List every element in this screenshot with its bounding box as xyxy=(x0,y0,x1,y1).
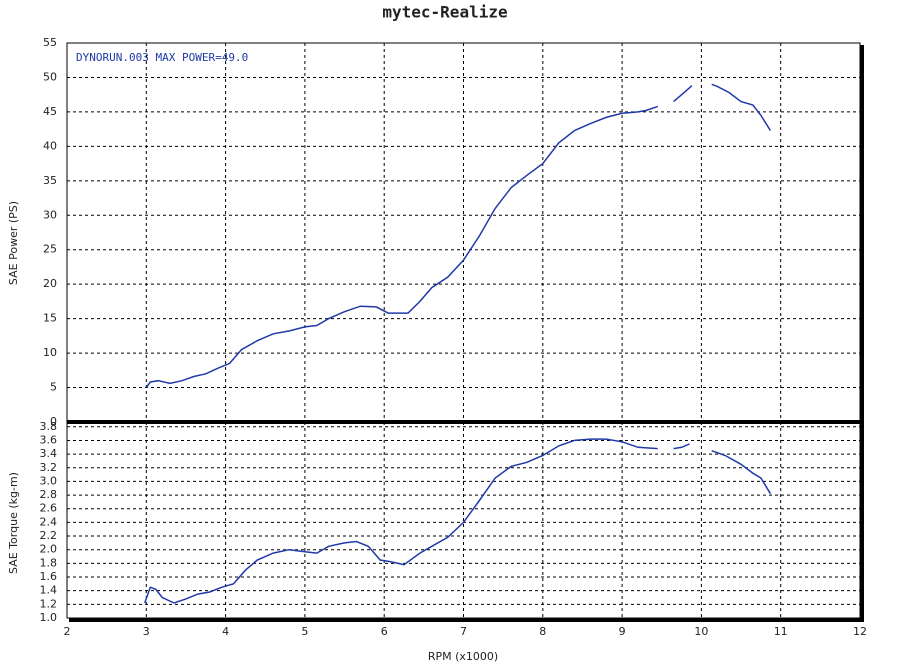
y-tick-label: 1.2 xyxy=(40,597,58,610)
x-tick-label: 3 xyxy=(143,625,150,638)
y-tick-label: 15 xyxy=(43,312,57,325)
x-tick-label: 6 xyxy=(381,625,388,638)
y-tick-label: 0 xyxy=(50,415,57,428)
y-tick-label: 50 xyxy=(43,70,57,83)
x-axis-label: RPM (x1000) xyxy=(428,650,498,663)
y-tick-label: 2.8 xyxy=(40,488,58,501)
y-tick-label: 40 xyxy=(43,139,57,152)
x-tick-label: 10 xyxy=(694,625,708,638)
x-tick-label: 2 xyxy=(64,625,71,638)
y-tick-label: 3.6 xyxy=(40,433,58,446)
y-tick-label: 1.6 xyxy=(40,570,58,583)
x-tick-label: 12 xyxy=(853,625,867,638)
y-tick-label: 2.2 xyxy=(40,529,58,542)
y-tick-label: 5 xyxy=(50,381,57,394)
y-tick-label: 25 xyxy=(43,243,57,256)
x-tick-label: 4 xyxy=(222,625,229,638)
y-tick-label: 20 xyxy=(43,277,57,290)
y-tick-label: 2.4 xyxy=(40,515,58,528)
y-axis-label: SAE Power (PS) xyxy=(7,201,20,285)
y-axis-label: SAE Torque (kg-m) xyxy=(7,472,20,574)
y-tick-label: 1.4 xyxy=(40,584,58,597)
power-line xyxy=(711,83,772,131)
y-tick-label: 35 xyxy=(43,174,57,187)
x-tick-label: 5 xyxy=(301,625,308,638)
y-tick-label: 3.8 xyxy=(40,420,58,433)
power-line xyxy=(673,443,690,450)
power-line xyxy=(711,449,772,495)
y-tick-label: 30 xyxy=(43,208,57,221)
chart-title: mytec-Realize xyxy=(382,3,507,22)
annotation: DYNORUN.003 MAX POWER=49.0 xyxy=(76,51,248,64)
y-tick-label: 55 xyxy=(43,36,57,49)
x-tick-label: 8 xyxy=(539,625,546,638)
y-tick-label: 3.0 xyxy=(40,474,58,487)
power-line xyxy=(143,438,658,604)
y-tick-label: 3.2 xyxy=(40,461,58,474)
x-tick-label: 11 xyxy=(774,625,788,638)
y-tick-label: 2.0 xyxy=(40,543,58,556)
x-tick-label: 7 xyxy=(460,625,467,638)
y-tick-label: 1.0 xyxy=(40,611,58,624)
y-tick-label: 45 xyxy=(43,105,57,118)
y-tick-label: 1.8 xyxy=(40,556,58,569)
y-tick-label: 3.4 xyxy=(40,447,58,460)
y-tick-label: 2.6 xyxy=(40,502,58,515)
power-line xyxy=(673,85,693,103)
y-tick-label: 10 xyxy=(43,346,57,359)
power-line xyxy=(145,105,659,388)
x-tick-label: 9 xyxy=(619,625,626,638)
